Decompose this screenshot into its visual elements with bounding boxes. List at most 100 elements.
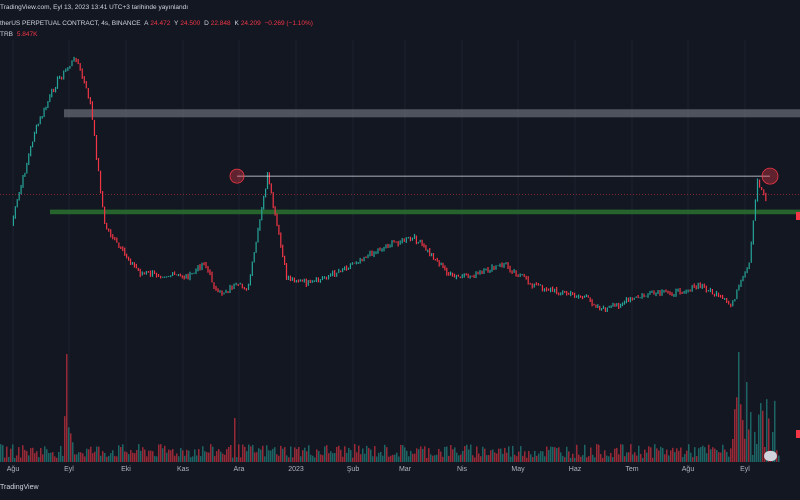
volume-bar (152, 451, 154, 462)
volume-bar (414, 453, 416, 462)
volume-bar (460, 454, 462, 462)
resistance-zone (64, 109, 800, 118)
volume-bar (740, 404, 742, 462)
volume-bar (118, 445, 120, 462)
volume-bar (132, 452, 134, 462)
volume-bar (496, 453, 498, 462)
volume-bar (170, 450, 172, 462)
volume-bar (606, 455, 608, 462)
publish-line: TradingView.com, Eyl 13, 2023 13:41 UTC+… (0, 4, 189, 11)
volume-bar (750, 411, 752, 462)
volume-bar (184, 455, 186, 462)
volume-bar (20, 457, 22, 462)
volume-bar (278, 455, 280, 462)
volume-bar (194, 449, 196, 462)
volume-bar (608, 456, 610, 462)
volume-bar (12, 444, 14, 462)
volume-bar (40, 448, 42, 462)
volume-bar (252, 444, 254, 462)
volume-bar (766, 399, 768, 462)
volume-bar (128, 454, 130, 462)
volume-bar (48, 452, 50, 462)
volume-bar (146, 456, 148, 462)
volume-bar (22, 445, 24, 462)
volume-bar (600, 454, 602, 462)
volume-bar (422, 448, 424, 462)
volume-bar (718, 452, 720, 462)
volume-bar (126, 452, 128, 462)
volume-bar (202, 446, 204, 462)
volume-bar (604, 450, 606, 462)
volume-bar (490, 450, 492, 462)
volume-bar (702, 445, 704, 462)
volume-bar (24, 449, 26, 462)
volume-bar (180, 448, 182, 462)
volume-bar (354, 444, 356, 462)
indicator-name: TRB (0, 31, 13, 38)
volume-bar (304, 447, 306, 462)
volume-bar (518, 451, 520, 462)
volume-bar (586, 457, 588, 462)
volume-bar (80, 452, 82, 462)
volume-bar (508, 446, 510, 462)
x-tick-label: Kas (176, 466, 190, 473)
high-circle (229, 168, 245, 184)
change-value: −0.269 (−1.10%) (264, 20, 313, 27)
volume-bar (700, 447, 702, 462)
volume-bar (616, 447, 618, 462)
open-label: A (144, 20, 149, 27)
volume-bar (454, 447, 456, 462)
volume-bar (542, 451, 544, 462)
volume-bar (644, 449, 646, 462)
volume-bar (510, 456, 512, 462)
volume-bar (314, 457, 316, 462)
volume-bar (434, 455, 436, 462)
volume-bar (124, 451, 126, 462)
volume-bar (78, 452, 80, 462)
volume-bar (648, 446, 650, 462)
volume-bar (64, 416, 66, 462)
volume-bar (70, 433, 72, 462)
volume-bar (474, 457, 476, 462)
volume-bar (708, 444, 710, 462)
volume-bar (628, 452, 630, 462)
volume-bar (638, 445, 640, 462)
volume-bar (32, 447, 34, 462)
volume-bar (680, 447, 682, 462)
volume-bar (226, 449, 228, 462)
volume-bar (432, 455, 434, 462)
volume-bar (318, 451, 320, 462)
volume-bar (4, 457, 6, 462)
volume-bar (264, 456, 266, 462)
volume-bar (332, 453, 334, 462)
volume-bar (280, 445, 282, 462)
volume-bar (436, 454, 438, 462)
volume-bar (228, 446, 230, 462)
volume-bar (286, 455, 288, 462)
volume-bar (72, 442, 74, 462)
volume-bar (30, 448, 32, 462)
volume-bar (44, 446, 46, 462)
flag-icon[interactable] (764, 451, 777, 461)
volume-bar (36, 451, 38, 462)
volume-bar (752, 454, 754, 462)
volume-bar (480, 456, 482, 462)
volume-bar (404, 447, 406, 462)
volume-bar (294, 447, 296, 462)
volume-bar (732, 438, 734, 462)
volume-bar (540, 451, 542, 462)
volume-bar (418, 449, 420, 462)
volume-bar (164, 445, 166, 462)
volume-bar (618, 454, 620, 462)
volume-bar (758, 414, 760, 462)
volume-bar (104, 452, 106, 462)
volume-bar (516, 456, 518, 462)
low-value: 22.848 (210, 20, 231, 27)
volume-bar (530, 454, 532, 462)
volume-bar (260, 449, 262, 462)
volume-bar (90, 446, 92, 462)
volume-bar (464, 446, 466, 462)
volume-bar (366, 445, 368, 462)
volume-bar (712, 447, 714, 462)
